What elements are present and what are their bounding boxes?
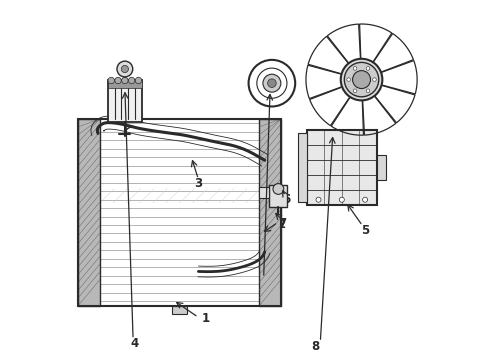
Circle shape xyxy=(341,59,382,100)
Bar xyxy=(172,306,187,315)
Text: 9: 9 xyxy=(258,276,267,289)
Text: 5: 5 xyxy=(361,224,369,237)
Text: 8: 8 xyxy=(311,339,319,352)
Bar xyxy=(259,187,270,198)
Circle shape xyxy=(122,66,128,73)
Bar xyxy=(108,81,142,88)
Circle shape xyxy=(268,79,276,87)
Circle shape xyxy=(366,67,370,70)
Circle shape xyxy=(263,74,281,92)
Circle shape xyxy=(353,67,357,70)
Circle shape xyxy=(117,61,133,77)
Circle shape xyxy=(347,78,350,81)
Circle shape xyxy=(128,77,135,84)
Circle shape xyxy=(273,184,284,194)
Circle shape xyxy=(135,77,142,84)
Circle shape xyxy=(316,197,321,202)
Bar xyxy=(78,119,100,306)
Bar xyxy=(108,81,142,122)
Circle shape xyxy=(353,89,357,93)
Circle shape xyxy=(373,78,376,81)
Text: 7: 7 xyxy=(279,216,287,230)
Circle shape xyxy=(339,197,344,202)
Bar xyxy=(78,119,281,306)
Text: 6: 6 xyxy=(282,193,291,206)
Circle shape xyxy=(353,71,370,89)
Text: 1: 1 xyxy=(201,311,210,325)
Bar xyxy=(259,119,281,306)
Circle shape xyxy=(122,77,128,84)
Text: 2: 2 xyxy=(277,218,285,231)
Circle shape xyxy=(366,89,370,93)
Bar xyxy=(307,130,377,205)
Circle shape xyxy=(344,62,379,97)
Bar xyxy=(298,134,307,202)
Text: 4: 4 xyxy=(130,337,139,350)
Circle shape xyxy=(115,77,122,84)
Circle shape xyxy=(108,77,115,84)
Bar xyxy=(270,185,287,207)
Bar xyxy=(377,155,386,180)
Circle shape xyxy=(363,197,368,202)
Text: 3: 3 xyxy=(195,177,202,190)
